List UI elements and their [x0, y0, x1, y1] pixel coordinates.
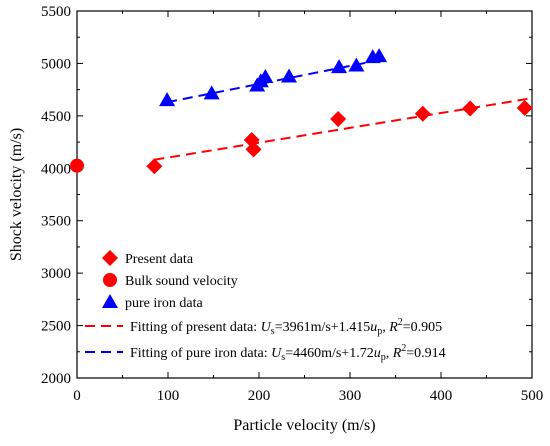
triangle-point — [203, 85, 220, 100]
legend-label-series-2: pure iron data — [125, 296, 204, 311]
diamond-point — [330, 111, 347, 128]
fit-line-pure-iron — [166, 59, 380, 104]
legend-label-fit-present: Fitting of present data: Us=3961m/s+1.41… — [130, 317, 442, 337]
diamond-point — [462, 100, 479, 117]
y-axis-title: Shock velocity (m/s) — [8, 128, 25, 261]
diamond-point — [146, 158, 163, 175]
x-tick-label: 0 — [73, 388, 81, 404]
legend-label-fit-pure-iron: Fitting of pure iron data: Us=4460m/s+1.… — [130, 343, 446, 363]
legend-circle-icon — [103, 273, 117, 287]
y-tick-label: 4000 — [41, 161, 71, 177]
triangle-point — [348, 57, 365, 72]
legend-label-series-0: Present data — [125, 252, 194, 267]
x-tick-label: 400 — [430, 388, 453, 404]
x-tick-label: 500 — [521, 388, 544, 404]
triangle-point — [257, 69, 274, 84]
y-tick-label: 3500 — [41, 214, 71, 230]
triangle-point — [371, 48, 388, 63]
legend-label-series-1: Bulk sound velocity — [125, 274, 238, 289]
x-tick-label: 100 — [157, 388, 180, 404]
y-tick-label: 5500 — [41, 4, 71, 20]
triangle-point — [281, 68, 298, 83]
circle-point — [70, 158, 84, 173]
x-tick-label: 300 — [339, 388, 362, 404]
y-tick-label: 2500 — [41, 319, 71, 335]
triangle-point — [159, 92, 176, 107]
y-tick-label: 5000 — [41, 56, 71, 72]
diamond-point — [414, 105, 431, 122]
y-tick-label: 4500 — [41, 109, 71, 125]
diamond-point — [245, 141, 262, 158]
diamond-point — [516, 99, 533, 116]
legend-triangle-icon — [102, 294, 118, 308]
x-axis-title: Particle velocity (m/s) — [233, 417, 375, 434]
legend-diamond-icon — [102, 250, 118, 266]
y-tick-label: 3000 — [41, 266, 71, 282]
y-tick-label: 2000 — [41, 371, 71, 387]
triangle-point — [331, 59, 348, 74]
x-tick-label: 200 — [248, 388, 271, 404]
